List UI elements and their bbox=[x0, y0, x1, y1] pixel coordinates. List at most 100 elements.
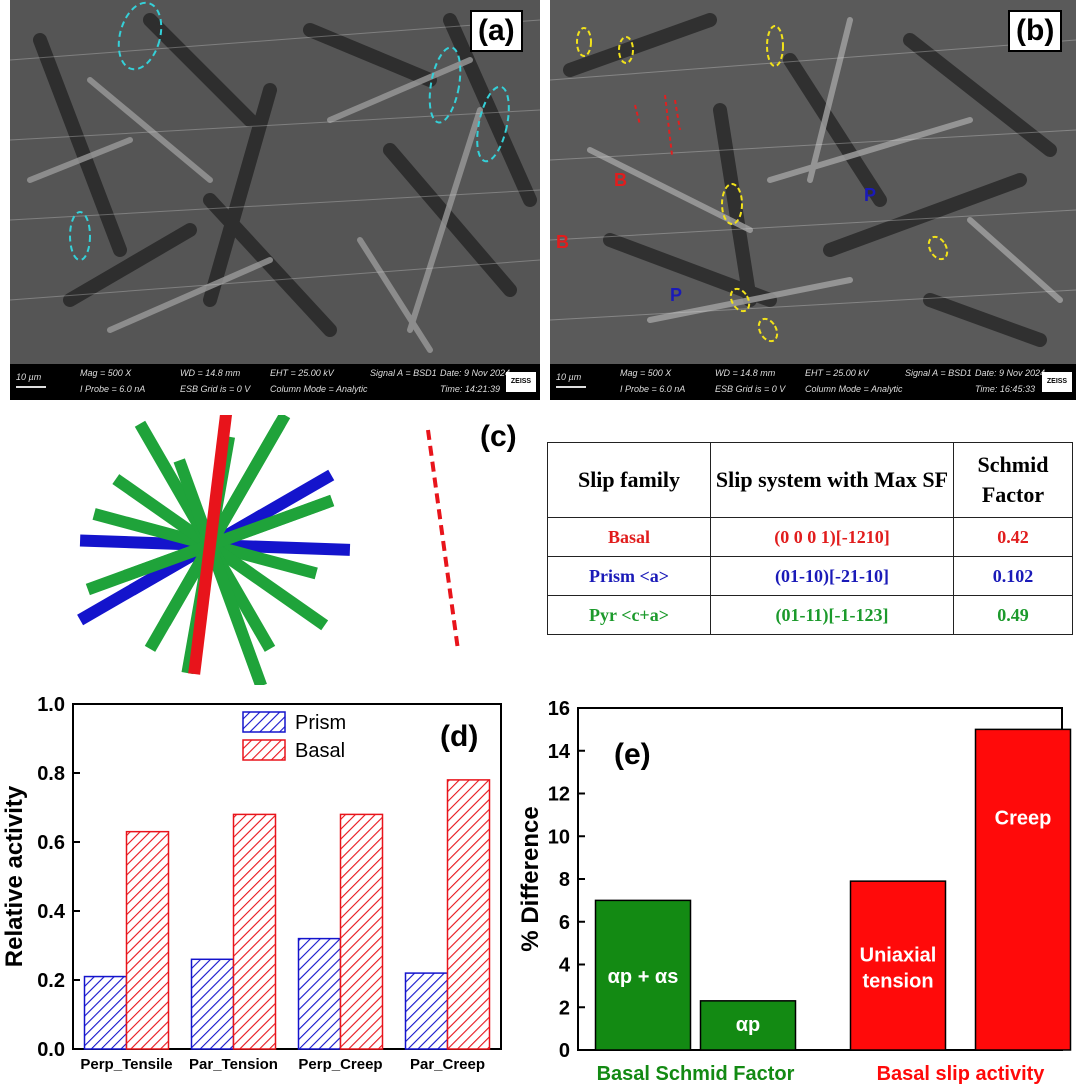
slip-system: (01-10)[-21-10] bbox=[710, 556, 954, 596]
slip-trace-line bbox=[123, 494, 335, 582]
esb-text: ESB Grid is = 0 V bbox=[715, 384, 786, 394]
y-tick-label: 16 bbox=[548, 698, 570, 720]
slip-trace-star bbox=[77, 415, 351, 685]
panel-label-b: (b) bbox=[1008, 10, 1063, 52]
panel-label-c: (c) bbox=[480, 420, 517, 453]
bar-label: Creep bbox=[995, 807, 1052, 829]
time-text: Time: 14:21:39 bbox=[440, 384, 500, 394]
legend-label: Basal bbox=[295, 740, 345, 762]
y-axis-label: Relative activity bbox=[1, 785, 28, 967]
bar bbox=[699, 1000, 797, 1051]
group-label: Basal Schmid Factor bbox=[597, 1063, 795, 1085]
sem-image-b: B B P P (b) 10 µm Mag = 500 X I Probe = … bbox=[550, 0, 1076, 400]
group-label: Basal slip activity bbox=[877, 1063, 1046, 1085]
eht-text: EHT = 25.00 kV bbox=[270, 368, 334, 378]
x-tick-label: Perp_Creep bbox=[298, 1056, 382, 1073]
table-row: Pyr <c+a> (01-11)[-1-123] 0.49 bbox=[547, 595, 1073, 635]
mag-text: Mag = 500 X bbox=[620, 368, 672, 378]
zeiss-logo: ZEISS bbox=[506, 372, 536, 392]
bar bbox=[594, 899, 692, 1051]
y-tick-label: 0.6 bbox=[37, 832, 65, 854]
schmid-factor-table: Slip family Slip system with Max SF Schm… bbox=[547, 442, 1073, 635]
x-tick-label: Par_Creep bbox=[410, 1056, 485, 1073]
slip-trace-line bbox=[159, 415, 291, 626]
percent-difference-chart: αp + αs αp Uniaxial tension Creep 0 2 4 6 8 10 12 14… bbox=[520, 698, 1072, 1085]
y-axis-label: % Difference bbox=[520, 806, 544, 951]
bar bbox=[849, 880, 947, 1051]
zeiss-logo: ZEISS bbox=[1042, 372, 1072, 392]
y-tick-label: 0.4 bbox=[37, 901, 66, 923]
x-tick-label: Perp_Tensile bbox=[80, 1056, 172, 1073]
signal-text: Signal A = BSD1 bbox=[905, 368, 972, 378]
y-tick-label: 10 bbox=[548, 826, 570, 848]
table-row: Prism <a> (01-10)[-21-10] 0.102 bbox=[547, 556, 1073, 596]
bar-prism bbox=[404, 972, 449, 1050]
panel-label-e: (e) bbox=[614, 738, 651, 771]
esb-text: ESB Grid is = 0 V bbox=[180, 384, 251, 394]
probe-text: I Probe = 6.0 nA bbox=[80, 384, 146, 394]
probe-text: I Probe = 6.0 nA bbox=[620, 384, 686, 394]
y-tick-label: 0.0 bbox=[37, 1039, 65, 1061]
column-text: Column Mode = Analytic bbox=[270, 384, 368, 394]
y-tick-label: 0.2 bbox=[37, 970, 65, 992]
slip-family: Pyr <c+a> bbox=[547, 595, 711, 635]
plot-frame bbox=[72, 703, 502, 1050]
microstructure-texture-b bbox=[550, 0, 1076, 364]
y-tick-label: 1.0 bbox=[37, 694, 65, 716]
y-tick-label: 14 bbox=[548, 741, 571, 763]
schmid-factor: 0.102 bbox=[953, 556, 1073, 596]
phase-label-prism: P bbox=[864, 185, 877, 205]
slip-trace-line bbox=[188, 415, 233, 675]
y-tick-label: 4 bbox=[559, 955, 571, 977]
highlight-ellipse bbox=[117, 1, 163, 71]
bar bbox=[974, 728, 1072, 1051]
bar-label: tension bbox=[862, 971, 933, 993]
table-header-row: Slip family Slip system with Max SF Schm… bbox=[547, 442, 1073, 518]
y-tick-label: 0 bbox=[559, 1040, 570, 1062]
legend-swatch bbox=[242, 711, 286, 733]
bar-prism bbox=[190, 958, 235, 1050]
slip-family: Basal bbox=[547, 517, 711, 557]
bar-label: αp + αs bbox=[608, 966, 679, 988]
table-header: Slip family bbox=[547, 442, 711, 518]
scale-text: 10 µm bbox=[556, 372, 582, 382]
table-header: Slip system with Max SF bbox=[710, 442, 954, 518]
date-text: Date: 9 Nov 2024 bbox=[975, 368, 1046, 378]
bar-basal bbox=[339, 813, 384, 1050]
phase-label-basal: B bbox=[556, 232, 569, 252]
bar-prism bbox=[297, 937, 342, 1050]
panel-label-d: (d) bbox=[440, 720, 478, 753]
slip-system: (0 0 0 1)[-1210] bbox=[710, 517, 954, 557]
date-text: Date: 9 Nov 2024 bbox=[440, 368, 511, 378]
mag-text: Mag = 500 X bbox=[80, 368, 132, 378]
table-row: Basal (0 0 0 1)[-1210] 0.42 bbox=[547, 517, 1073, 557]
legend-label: Prism bbox=[295, 712, 346, 734]
x-tick-label: Par_Tension bbox=[189, 1056, 278, 1073]
time-text: Time: 16:45:33 bbox=[975, 384, 1035, 394]
sem-databar-a: 10 µm Mag = 500 X I Probe = 6.0 nA WD = … bbox=[10, 364, 540, 400]
signal-text: Signal A = BSD1 bbox=[370, 368, 437, 378]
y-tick-label: 12 bbox=[548, 784, 570, 806]
y-tick-label: 6 bbox=[559, 912, 570, 934]
schmid-factor: 0.49 bbox=[953, 595, 1073, 635]
wd-text: WD = 14.8 mm bbox=[180, 368, 241, 378]
slip-trace-diagram bbox=[77, 415, 460, 685]
microstructure-texture-a bbox=[10, 0, 540, 364]
sem-databar-b: 10 µm Mag = 500 X I Probe = 6.0 nA WD = … bbox=[550, 364, 1076, 400]
wd-text: WD = 14.8 mm bbox=[715, 368, 776, 378]
observed-slip-trace bbox=[426, 429, 460, 651]
y-tick-label: 2 bbox=[559, 997, 570, 1019]
bar-label: Uniaxial bbox=[860, 945, 937, 967]
eht-text: EHT = 25.00 kV bbox=[805, 368, 869, 378]
slip-system: (01-11)[-1-123] bbox=[710, 595, 954, 635]
slip-trace-line bbox=[173, 458, 267, 685]
phase-label-prism: P bbox=[670, 285, 683, 305]
y-tick-label: 8 bbox=[559, 869, 570, 891]
column-text: Column Mode = Analytic bbox=[805, 384, 903, 394]
bar-basal bbox=[125, 830, 170, 1050]
bar-basal bbox=[232, 813, 277, 1050]
bar-prism bbox=[83, 975, 128, 1050]
scale-text: 10 µm bbox=[16, 372, 42, 382]
y-tick-label: 0.8 bbox=[37, 763, 65, 785]
phase-label-basal: B bbox=[614, 170, 627, 190]
